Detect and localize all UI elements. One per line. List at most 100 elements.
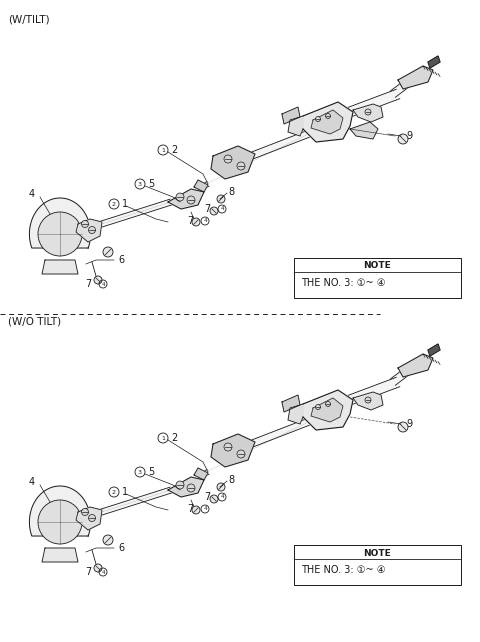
- Text: 1: 1: [161, 435, 165, 440]
- Polygon shape: [211, 146, 255, 179]
- Circle shape: [398, 134, 408, 144]
- Text: 9: 9: [406, 419, 412, 429]
- Polygon shape: [353, 392, 383, 410]
- Circle shape: [38, 500, 82, 544]
- Polygon shape: [311, 110, 343, 134]
- Circle shape: [94, 276, 102, 284]
- Circle shape: [365, 109, 371, 115]
- Circle shape: [315, 116, 321, 121]
- Text: 9: 9: [406, 131, 412, 141]
- Circle shape: [237, 162, 245, 170]
- Polygon shape: [350, 122, 378, 139]
- Polygon shape: [168, 477, 204, 497]
- FancyBboxPatch shape: [294, 258, 461, 298]
- Text: NOTE: NOTE: [364, 548, 391, 557]
- Polygon shape: [29, 486, 91, 536]
- Text: 4: 4: [220, 207, 224, 211]
- Polygon shape: [76, 219, 102, 242]
- Text: 4: 4: [101, 281, 105, 286]
- Text: 6: 6: [118, 543, 124, 553]
- Text: 4: 4: [203, 218, 207, 223]
- Text: 2: 2: [112, 202, 116, 207]
- Circle shape: [176, 481, 184, 489]
- Polygon shape: [282, 395, 300, 412]
- Polygon shape: [353, 104, 383, 122]
- Circle shape: [82, 220, 88, 227]
- Polygon shape: [250, 419, 309, 447]
- Polygon shape: [311, 398, 343, 422]
- Text: 2: 2: [112, 489, 116, 494]
- Text: THE NO. 3: ①~ ④: THE NO. 3: ①~ ④: [301, 278, 385, 288]
- Circle shape: [224, 443, 232, 451]
- Circle shape: [237, 450, 245, 458]
- Text: 3: 3: [138, 182, 142, 186]
- Text: 8: 8: [228, 475, 234, 485]
- Text: 7: 7: [187, 216, 193, 226]
- Polygon shape: [194, 180, 208, 192]
- Polygon shape: [348, 377, 400, 404]
- Circle shape: [325, 114, 331, 119]
- Text: NOTE: NOTE: [364, 261, 391, 270]
- Polygon shape: [195, 182, 209, 191]
- Circle shape: [365, 397, 371, 403]
- Text: 7: 7: [187, 504, 193, 514]
- Polygon shape: [348, 89, 400, 117]
- Polygon shape: [428, 56, 440, 68]
- Circle shape: [82, 508, 88, 516]
- Text: 1: 1: [122, 487, 128, 497]
- Circle shape: [88, 227, 96, 234]
- Text: 4: 4: [29, 477, 35, 487]
- Circle shape: [315, 404, 321, 410]
- Circle shape: [192, 218, 200, 226]
- Text: 7: 7: [85, 279, 91, 289]
- Circle shape: [210, 207, 218, 215]
- Circle shape: [88, 514, 96, 521]
- Circle shape: [210, 495, 218, 503]
- Polygon shape: [76, 507, 102, 530]
- Text: 2: 2: [171, 145, 177, 155]
- Polygon shape: [398, 354, 433, 377]
- Circle shape: [217, 483, 225, 491]
- Circle shape: [192, 506, 200, 514]
- Text: 5: 5: [148, 179, 154, 189]
- Circle shape: [103, 247, 113, 257]
- Circle shape: [176, 193, 184, 201]
- Polygon shape: [391, 364, 415, 385]
- Circle shape: [94, 564, 102, 572]
- Polygon shape: [211, 434, 255, 467]
- FancyBboxPatch shape: [294, 545, 461, 585]
- Text: 2: 2: [171, 433, 177, 443]
- Text: 7: 7: [204, 492, 210, 502]
- Text: THE NO. 3: ①~ ④: THE NO. 3: ①~ ④: [301, 565, 385, 575]
- Polygon shape: [398, 66, 433, 89]
- Polygon shape: [250, 131, 309, 159]
- Text: 3: 3: [138, 469, 142, 474]
- Polygon shape: [42, 548, 78, 562]
- Circle shape: [187, 484, 195, 492]
- Polygon shape: [391, 76, 415, 97]
- Text: 4: 4: [220, 494, 224, 499]
- Text: 7: 7: [85, 567, 91, 577]
- Polygon shape: [303, 102, 353, 142]
- Text: 4: 4: [203, 507, 207, 512]
- Polygon shape: [194, 468, 208, 480]
- Polygon shape: [428, 344, 440, 356]
- Polygon shape: [42, 260, 78, 274]
- Text: 5: 5: [148, 467, 154, 477]
- Circle shape: [398, 422, 408, 432]
- Text: (W/TILT): (W/TILT): [8, 14, 49, 24]
- Text: 8: 8: [228, 187, 234, 197]
- Polygon shape: [195, 470, 209, 480]
- Polygon shape: [288, 404, 303, 424]
- Text: (W/O TILT): (W/O TILT): [8, 316, 61, 326]
- Polygon shape: [288, 116, 303, 136]
- Polygon shape: [282, 107, 300, 124]
- Circle shape: [224, 155, 232, 163]
- Circle shape: [325, 401, 331, 406]
- Polygon shape: [303, 390, 353, 430]
- Text: 1: 1: [161, 148, 165, 153]
- Polygon shape: [29, 198, 91, 248]
- Circle shape: [217, 195, 225, 203]
- Text: 1: 1: [122, 199, 128, 209]
- Text: 6: 6: [118, 255, 124, 265]
